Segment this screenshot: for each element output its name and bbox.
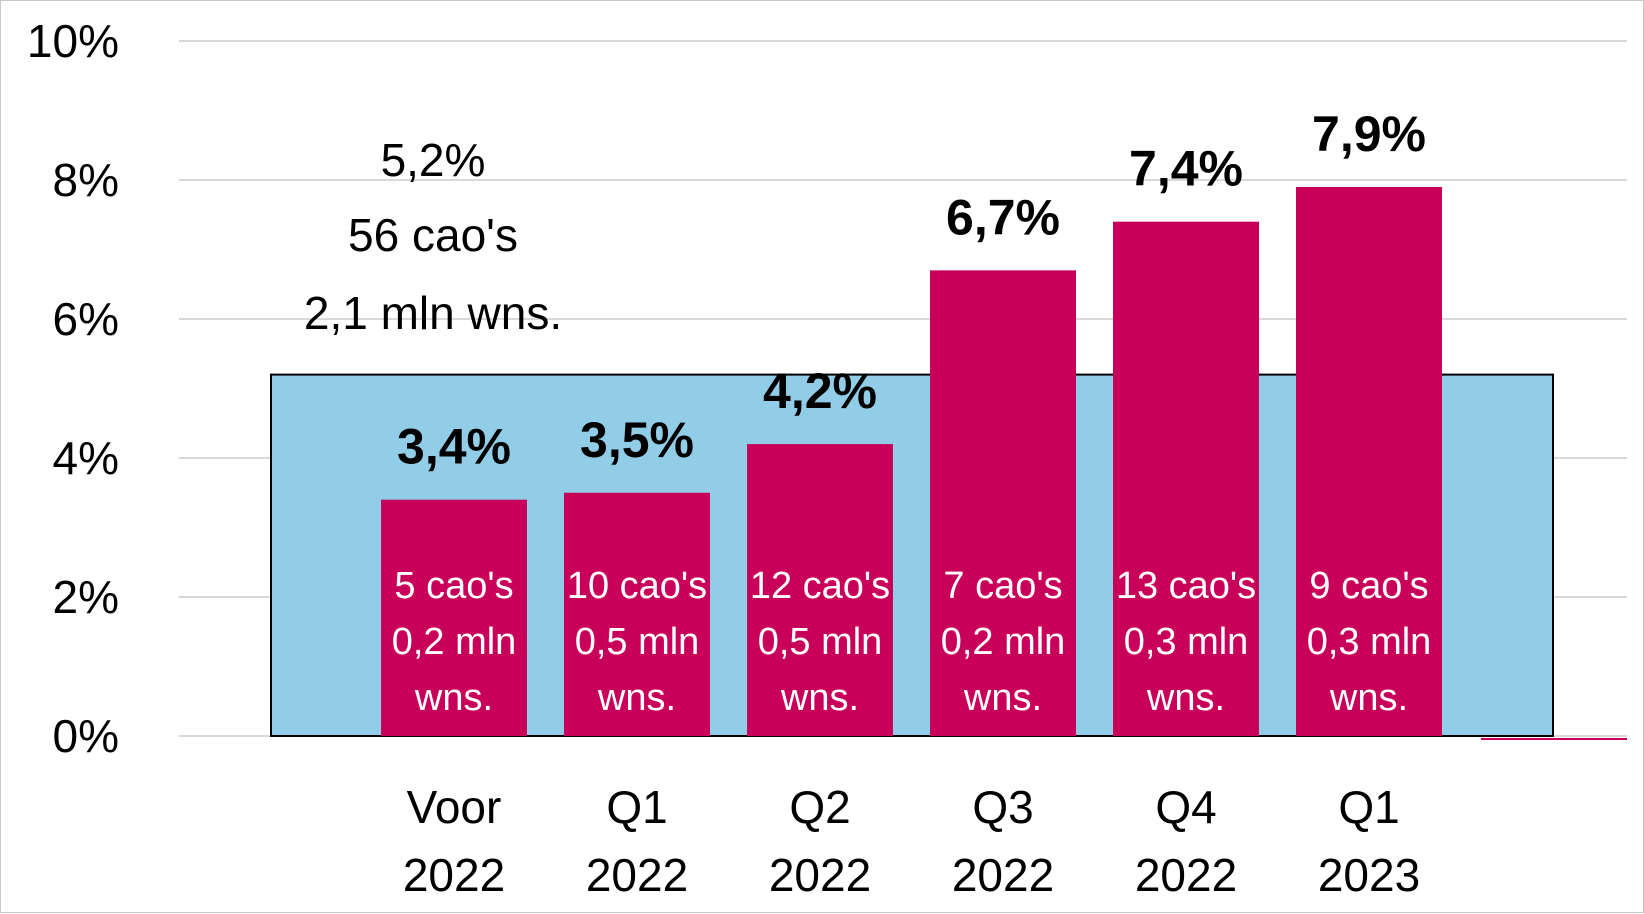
bar-inner-label: 0,2 mln (941, 621, 1066, 663)
bar-inner-label: 13 cao's (1116, 565, 1256, 607)
y-tick-label: 8% (53, 154, 119, 206)
value-label: 3,4% (397, 419, 511, 475)
value-label: 7,9% (1312, 106, 1426, 162)
y-tick-label: 4% (53, 432, 119, 484)
value-label: 7,4% (1129, 141, 1243, 197)
background-bar-label: 2,1 mln wns. (304, 287, 562, 339)
bar-inner-label: 0,5 mln (575, 621, 700, 663)
bar (381, 499, 527, 736)
bar-inner-label: wns. (597, 677, 676, 719)
bar (1296, 186, 1442, 736)
x-category-label: Voor (407, 781, 502, 833)
bar-inner-label: 0,2 mln (392, 621, 517, 663)
x-category-label: 2022 (403, 849, 505, 901)
x-category-label: Q3 (972, 781, 1033, 833)
bar-inner-label: 9 cao's (1309, 565, 1428, 607)
value-label: 4,2% (763, 363, 877, 419)
x-category-label: 2022 (1135, 849, 1237, 901)
x-category-label: 2022 (769, 849, 871, 901)
x-category-label: 2022 (586, 849, 688, 901)
bar-inner-label: 12 cao's (750, 565, 890, 607)
x-category-label: Q1 (1338, 781, 1399, 833)
y-tick-label: 2% (53, 571, 119, 623)
y-tick-label: 10% (27, 15, 119, 67)
bar (1113, 221, 1259, 736)
bar-inner-label: wns. (1329, 677, 1408, 719)
bar-inner-label: 7 cao's (943, 565, 1062, 607)
x-category-label: 2023 (1318, 849, 1420, 901)
x-category-label: Q1 (606, 781, 667, 833)
y-tick-label: 0% (53, 710, 119, 762)
x-category-label: 2022 (952, 849, 1054, 901)
bar-inner-label: 10 cao's (567, 565, 707, 607)
bar (747, 444, 893, 736)
bar-inner-label: wns. (414, 677, 493, 719)
bar-inner-label: wns. (963, 677, 1042, 719)
value-label: 3,5% (580, 412, 694, 468)
bar-inner-label: 5 cao's (394, 565, 513, 607)
background-bar-label: 56 cao's (348, 209, 518, 261)
bar-inner-label: wns. (780, 677, 859, 719)
bar-inner-label: 0,3 mln (1124, 621, 1249, 663)
bar (930, 270, 1076, 736)
bar-inner-label: 0,5 mln (758, 621, 883, 663)
x-category-label: Q2 (789, 781, 850, 833)
bar-inner-label: wns. (1146, 677, 1225, 719)
background-bar-label: 5,2% (381, 134, 486, 186)
y-tick-label: 6% (53, 293, 119, 345)
bar (564, 492, 710, 736)
x-category-label: Q4 (1155, 781, 1216, 833)
bar-inner-label: 0,3 mln (1307, 621, 1432, 663)
value-label: 6,7% (946, 189, 1060, 245)
